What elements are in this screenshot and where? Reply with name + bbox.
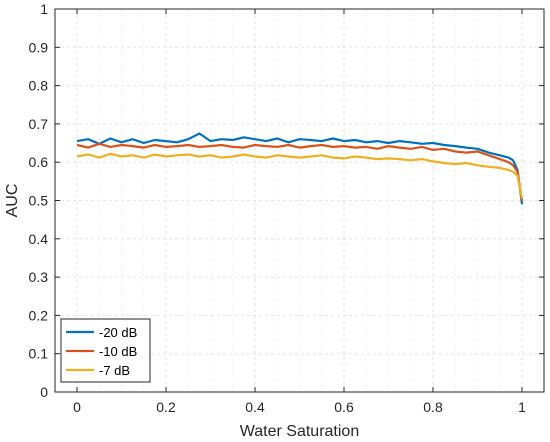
legend-label-0: -20 dB	[99, 325, 137, 340]
legend-label-1: -10 dB	[99, 344, 137, 359]
legend-label-2: -7 dB	[99, 363, 130, 378]
y-tick-label: 0.6	[29, 154, 49, 170]
y-tick-label: 0.1	[29, 346, 49, 362]
series-line-2	[76, 152, 524, 199]
y-tick-label: 0.4	[29, 231, 49, 247]
x-tick-label: 1	[518, 399, 526, 415]
y-tick-label: 1	[40, 1, 48, 17]
y-axis-label: AUC	[4, 184, 21, 218]
x-axis-label: Water Saturation	[240, 423, 359, 440]
series-line-0	[76, 132, 524, 205]
legend: -20 dB -10 dB -7 dB	[60, 318, 151, 383]
y-tick-label: 0.7	[29, 116, 49, 132]
x-tick-label: 0	[73, 399, 81, 415]
x-tick-label: 0.8	[423, 399, 443, 415]
y-tick-label: 0.9	[29, 39, 49, 55]
series-layer	[76, 132, 524, 205]
ticks: 0 0.1 0.2 0.3 0.4 0.5 0.6 0.7 0.8 0.9 1 0 0.2 0.4 0.6 0…	[29, 1, 544, 415]
y-tick-label: 0.5	[29, 193, 49, 209]
x-tick-label: 0.2	[156, 399, 176, 415]
y-tick-label: 0.2	[29, 307, 49, 323]
y-tick-label: 0.3	[29, 269, 49, 285]
series-line-1	[76, 142, 524, 201]
y-tick-label: 0	[40, 384, 48, 400]
y-tick-label: 0.8	[29, 78, 49, 94]
x-tick-label: 0.4	[245, 399, 265, 415]
x-tick-label: 0.6	[334, 399, 354, 415]
grid	[55, 8, 544, 393]
